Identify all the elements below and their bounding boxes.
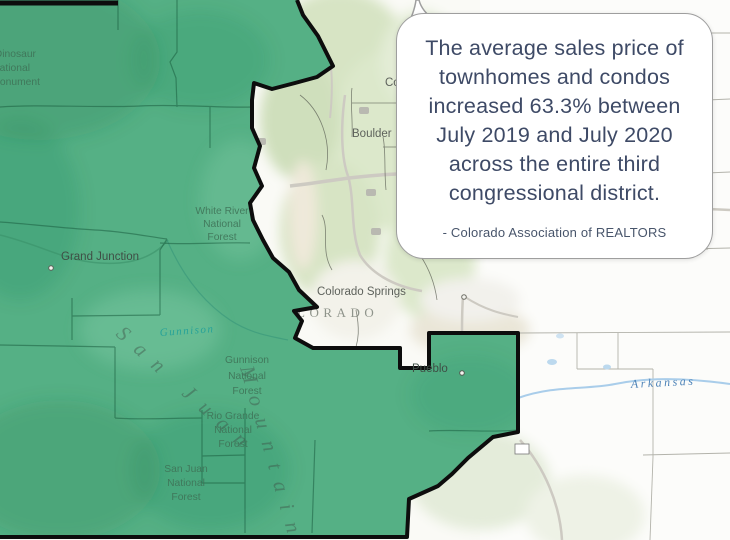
city-label: Pueblo: [412, 363, 448, 375]
quote-line: congressional district.: [448, 181, 661, 205]
city-dot: [459, 370, 465, 376]
quote-line: across the entire third: [448, 152, 661, 176]
quote-line: increased 63.3% between: [428, 94, 681, 118]
map-label-box: [514, 443, 530, 455]
monument-label-line2: National: [0, 63, 30, 74]
quote-attribution: - Colorado Association of REALTORS: [442, 225, 667, 240]
district-fill[interactable]: [0, 0, 518, 537]
forest-label-san-juan: San Juan National Forest: [164, 464, 208, 503]
county-lines-district: [0, 0, 518, 534]
forest-label-white-river: White River National Forest: [195, 206, 249, 243]
forest-label-line: Rio Grande: [207, 411, 260, 422]
forest-label-line: National: [203, 219, 241, 230]
forest-label-line: Forest: [232, 386, 261, 397]
forest-label-line: Forest: [218, 439, 247, 450]
forest-label-gunnison: Gunnison National Forest: [225, 355, 269, 397]
forest-label-line: White River: [195, 206, 249, 217]
forest-label-line: Forest: [171, 492, 200, 503]
city-grand-junction: Grand Junction: [48, 251, 139, 271]
arkansas-river: [517, 333, 730, 399]
forest-label-line: Forest: [207, 232, 236, 243]
forest-label-line: National: [214, 425, 252, 436]
highway-shield-icon: [359, 107, 369, 114]
quote-line: townhomes and condos: [438, 65, 671, 89]
district-boundary: [0, 0, 520, 539]
city-dot: [48, 265, 54, 271]
city-label: Boulder: [352, 128, 392, 140]
forest-label-rio-grande: Rio Grande National Forest: [207, 411, 260, 450]
city-label: Colorado Springs: [317, 286, 406, 298]
city-label: Grand Junction: [61, 251, 139, 263]
forest-label-line: National: [167, 478, 205, 489]
monument-label: Dinosaur National Monument: [0, 49, 40, 88]
highway-shield-icon: [366, 189, 376, 196]
district-rivers: [0, 234, 289, 341]
monument-label-line1: Dinosaur: [0, 49, 37, 60]
city-colorado-springs: Colorado Springs: [317, 286, 467, 300]
forest-label-line: Gunnison: [225, 355, 269, 366]
quote-line: The average sales price of: [425, 36, 684, 60]
river-label-arkansas: Arkansas: [629, 374, 695, 391]
quote-line: July 2019 and July 2020: [436, 123, 673, 147]
city-pueblo: Pueblo: [412, 363, 465, 376]
city-dot: [461, 294, 467, 300]
forest-label-line: San Juan: [164, 464, 208, 475]
quote-callout: The average sales price of townhomes and…: [396, 13, 713, 259]
river-label-gunnison: Gunnison: [159, 323, 214, 339]
monument-label-line3: Monument: [0, 77, 40, 88]
highway-shields: [256, 107, 381, 235]
highway-shield-icon: [371, 228, 381, 235]
forest-label-line: National: [228, 371, 266, 382]
